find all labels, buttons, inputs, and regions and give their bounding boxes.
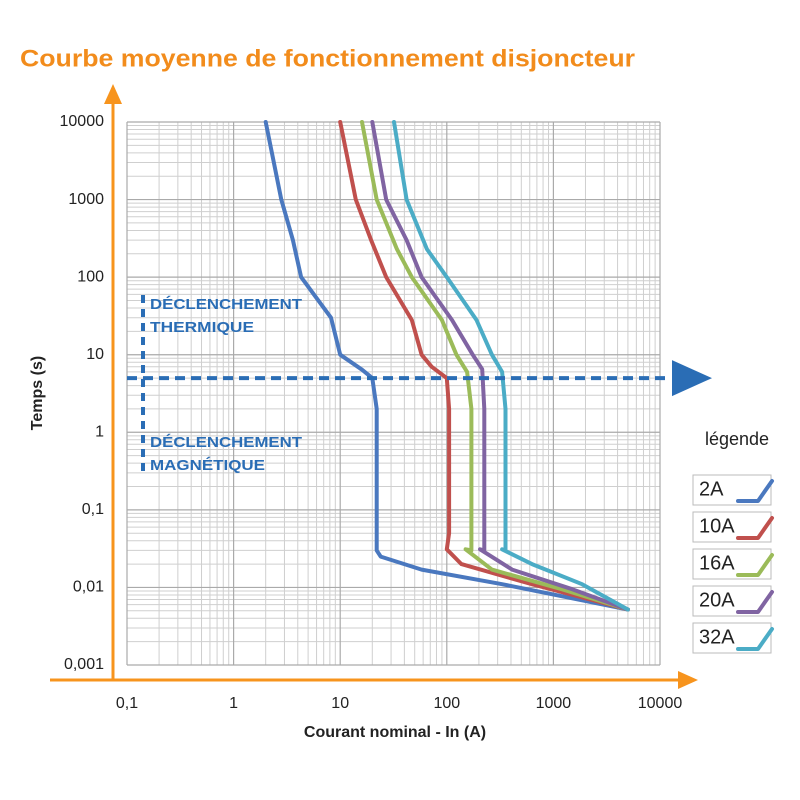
grid bbox=[126, 121, 661, 666]
x-axis-arrow bbox=[678, 671, 698, 689]
x-tick-label: 1000 bbox=[536, 695, 572, 712]
series-line bbox=[263, 120, 630, 612]
legend-label: 20A bbox=[699, 589, 735, 611]
legend-label: 2A bbox=[699, 478, 724, 500]
legend-title: légende bbox=[705, 429, 769, 449]
y-tick-label: 1 bbox=[95, 424, 104, 441]
annotation: DÉCLENCHEMENT bbox=[150, 296, 302, 313]
legend-label: 16A bbox=[699, 552, 735, 574]
legend-swatch bbox=[736, 553, 774, 577]
legend-swatch bbox=[736, 516, 774, 540]
threshold-arrow bbox=[672, 360, 712, 397]
x-tick-label: 10 bbox=[331, 695, 349, 712]
lines bbox=[263, 120, 630, 612]
series-line bbox=[338, 120, 630, 612]
x-tick-label: 1 bbox=[229, 695, 238, 712]
series-line bbox=[370, 120, 630, 612]
legend-label: 10A bbox=[699, 515, 735, 537]
annotation: THERMIQUE bbox=[150, 319, 254, 336]
legend-swatch bbox=[736, 590, 774, 614]
y-tick-label: 10000 bbox=[60, 113, 105, 130]
y-axis-arrow bbox=[104, 84, 122, 104]
y-tick-label: 10 bbox=[86, 346, 104, 363]
chart-title: Courbe moyenne de fonctionnement disjonc… bbox=[20, 45, 635, 72]
y-tick-label: 0,01 bbox=[73, 579, 104, 596]
x-tick-label: 10000 bbox=[638, 695, 683, 712]
series-line bbox=[392, 120, 630, 612]
y-tick-label: 0,1 bbox=[82, 501, 104, 518]
x-tick-label: 100 bbox=[433, 695, 460, 712]
y-axis-label: Temps (s) bbox=[29, 356, 46, 430]
x-tick-label: 0,1 bbox=[116, 695, 138, 712]
legend-label: 32A bbox=[699, 626, 735, 648]
annotation: MAGNÉTIQUE bbox=[150, 457, 265, 474]
x-axis-label: Courant nominal - In (A) bbox=[304, 724, 486, 741]
annotation: DÉCLENCHEMENT bbox=[150, 434, 302, 451]
y-tick-label: 100 bbox=[77, 268, 104, 285]
series-line bbox=[360, 120, 630, 612]
legend-swatch bbox=[736, 479, 774, 503]
y-tick-label: 0,001 bbox=[64, 656, 104, 673]
legend-swatch bbox=[736, 627, 774, 651]
y-tick-label: 1000 bbox=[68, 191, 104, 208]
